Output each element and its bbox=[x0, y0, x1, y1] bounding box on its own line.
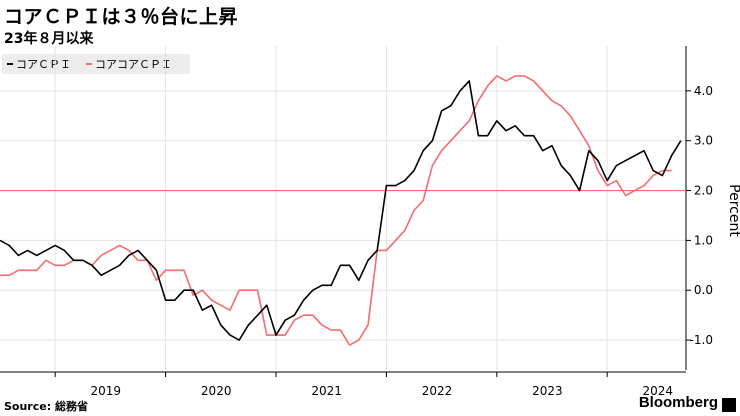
series-line-core-cpi bbox=[0, 80, 682, 341]
y-tick-label: 3.0 bbox=[694, 134, 713, 148]
y-tick-label: 1.0 bbox=[694, 233, 713, 247]
legend-item-core-cpi: コアＣＰＩ bbox=[7, 56, 71, 72]
x-tick-label: 2022 bbox=[422, 384, 453, 398]
legend-swatch-core-cpi bbox=[7, 63, 13, 65]
series-line-core-core-cpi bbox=[0, 75, 672, 346]
y-axis-label: Percent bbox=[726, 184, 740, 237]
x-tick-label: 2020 bbox=[201, 384, 232, 398]
y-tick-label: -1.0 bbox=[690, 333, 713, 347]
bloomberg-logo: Bloomberg bbox=[638, 394, 718, 411]
legend-label-core-cpi: コアＣＰＩ bbox=[16, 58, 71, 71]
legend-swatch-core-core-cpi bbox=[86, 63, 92, 65]
legend: コアＣＰＩ コアコアＣＰＩ bbox=[2, 54, 190, 74]
bloomberg-logo-icon bbox=[722, 398, 736, 412]
x-tick-label: 2021 bbox=[311, 384, 342, 398]
source-note: Source: 総務省 bbox=[4, 400, 88, 413]
x-tick-label: 2019 bbox=[91, 384, 122, 398]
y-tick-label: 2.0 bbox=[694, 184, 713, 198]
x-tick-label: 2024 bbox=[643, 384, 674, 398]
legend-label-core-core-cpi: コアコアＣＰＩ bbox=[95, 58, 172, 71]
y-tick-label: 0.0 bbox=[694, 283, 713, 297]
legend-item-core-core-cpi: コアコアＣＰＩ bbox=[86, 56, 172, 72]
chart-subtitle: 23年８月以来 bbox=[4, 31, 94, 47]
x-tick-label: 2023 bbox=[532, 384, 563, 398]
y-tick-label: 4.0 bbox=[694, 84, 713, 98]
chart-title: コアＣＰＩは３％台に上昇 bbox=[4, 6, 239, 28]
